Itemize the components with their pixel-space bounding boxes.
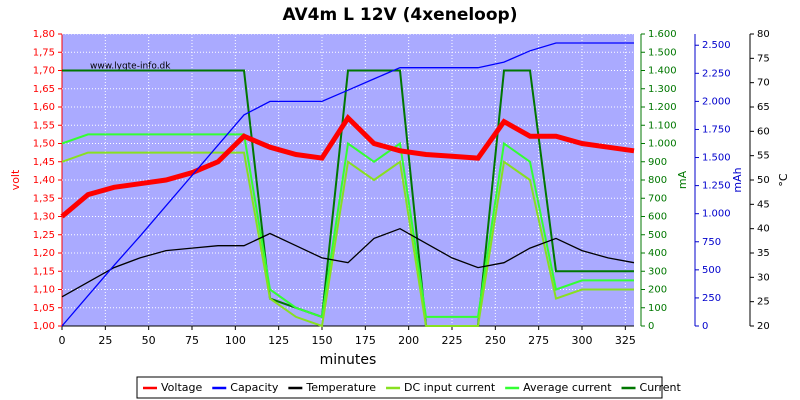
y-tick-label: 1,65 [33, 84, 55, 95]
legend-label: Voltage [161, 381, 202, 394]
y-tick-label: 25 [757, 297, 770, 308]
y-tick-label: 1.500 [648, 47, 677, 58]
x-tick-label: 0 [59, 334, 66, 347]
y-tick-label: 1.500 [702, 153, 731, 164]
x-tick-label: 75 [185, 334, 199, 347]
y-tick-label: 1,60 [33, 102, 55, 113]
x-tick-label: 250 [485, 334, 506, 347]
y-tick-label: 1.000 [702, 209, 731, 220]
y-tick-label: 1,75 [33, 47, 55, 58]
y-tick-label: 900 [648, 157, 667, 168]
y-tick-label: 1.300 [648, 84, 677, 95]
y-tick-label: 60 [757, 126, 770, 137]
y-tick-label: 1.250 [702, 181, 731, 192]
legend-label: DC input current [404, 381, 496, 394]
y-tick-label: 40 [757, 224, 770, 235]
y-tick-label: 0 [648, 321, 654, 332]
y-tick-label: 20 [757, 321, 770, 332]
x-tick-label: 275 [528, 334, 549, 347]
y3-axis-title: mAh [731, 167, 744, 192]
y-tick-label: 75 [757, 53, 770, 64]
y-tick-label: 35 [757, 248, 770, 259]
x-tick-label: 100 [225, 334, 246, 347]
y-tick-label: 45 [757, 199, 770, 210]
y-tick-label: 2.500 [702, 40, 731, 51]
x-tick-label: 150 [312, 334, 333, 347]
y4-axis-title: °C [777, 173, 790, 187]
y-tick-label: 1.400 [648, 66, 677, 77]
y-tick-label: 80 [757, 29, 770, 40]
x-tick-label: 300 [572, 334, 593, 347]
y-tick-label: 800 [648, 175, 667, 186]
y-tick-label: 750 [702, 237, 721, 248]
y-tick-label: 1,15 [33, 266, 55, 277]
y-tick-label: 1,40 [33, 175, 55, 186]
y-tick-label: 600 [648, 212, 667, 223]
y-tick-label: 100 [648, 303, 667, 314]
y-tick-label: 700 [648, 193, 667, 204]
y-tick-label: 500 [702, 265, 721, 276]
series-line [61, 227, 635, 298]
y-tick-label: 1,30 [33, 212, 55, 223]
y-tick-label: 1.100 [648, 120, 677, 131]
y-tick-label: 65 [757, 102, 770, 113]
y-tick-label: 1,45 [33, 157, 55, 168]
legend-label: Average current [523, 381, 612, 394]
y-tick-label: 2.000 [702, 96, 731, 107]
x-tick-label: 50 [142, 334, 156, 347]
y-tick-label: 1,55 [33, 120, 55, 131]
x-axis-title: minutes [320, 352, 377, 368]
y-tick-label: 500 [648, 230, 667, 241]
y-tick-label: 1.600 [648, 29, 677, 40]
chart-title: AV4m L 12V (4xeneloop) [283, 5, 518, 25]
y-tick-label: 1,70 [33, 66, 55, 77]
y-tick-label: 50 [757, 175, 770, 186]
y-tick-label: 0 [702, 321, 708, 332]
y-tick-label: 1,80 [33, 29, 55, 40]
series-line [61, 42, 634, 327]
series-line [61, 151, 634, 328]
y-tick-label: 1,50 [33, 139, 55, 150]
y-tick-label: 1,20 [33, 248, 55, 259]
x-tick-label: 175 [355, 334, 376, 347]
series-line [61, 133, 634, 319]
y2-axis-title: mA [676, 170, 689, 189]
y-tick-label: 300 [648, 266, 667, 277]
y-tick-label: 70 [757, 78, 770, 89]
y-tick-label: 1,25 [33, 230, 55, 241]
y-tick-label: 30 [757, 272, 770, 283]
y-tick-label: 1,00 [33, 321, 55, 332]
legend-label: Current [640, 381, 682, 394]
y-tick-label: 1.750 [702, 124, 731, 135]
watermark: www.lygte-info.dk [90, 62, 171, 72]
y-tick-label: 400 [648, 248, 667, 259]
x-tick-label: 225 [442, 334, 463, 347]
x-tick-label: 125 [268, 334, 289, 347]
y-tick-label: 55 [757, 151, 770, 162]
y-tick-label: 1,05 [33, 303, 55, 314]
x-tick-label: 325 [615, 334, 636, 347]
legend-label: Temperature [305, 381, 376, 394]
y-axis-title: volt [9, 169, 22, 190]
y-tick-label: 1.200 [648, 102, 677, 113]
y-tick-label: 1,35 [33, 193, 55, 204]
y-tick-label: 1.000 [648, 139, 677, 150]
legend-label: Capacity [230, 381, 279, 394]
x-tick-label: 200 [398, 334, 419, 347]
y-tick-label: 200 [648, 285, 667, 296]
series-line [60, 113, 635, 219]
x-tick-label: 25 [98, 334, 112, 347]
y-tick-label: 1,10 [33, 285, 55, 296]
y-tick-label: 250 [702, 293, 721, 304]
y-tick-label: 2.250 [702, 68, 731, 79]
